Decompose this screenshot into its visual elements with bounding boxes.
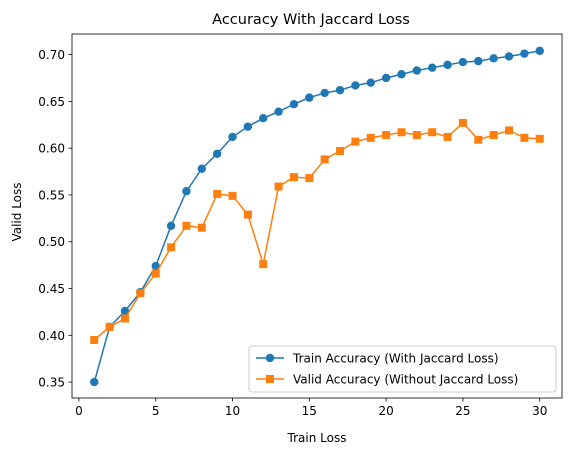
data-point [212,149,222,158]
x-tick-label: 0 [75,404,83,418]
data-point [504,52,514,61]
chart-title: Accuracy With Jaccard Loss [212,12,410,28]
data-point [228,132,237,142]
data-point [535,134,544,143]
data-point [443,132,452,141]
data-point [274,107,283,116]
data-point [289,173,298,182]
legend-entry: Train Accuracy (With Jaccard Loss) [256,352,499,366]
data-point [228,191,237,200]
data-point [505,126,514,135]
x-tick-label: 5 [152,404,160,418]
y-axis-label: Valid Loss [10,182,24,241]
series-layer [90,46,544,387]
y-tick-label: 0.40 [38,329,65,343]
data-point [474,135,483,144]
data-point [213,190,222,199]
data-point [320,88,329,98]
series-line [93,121,540,341]
legend-marker [266,375,274,383]
data-point [305,174,314,183]
y-tick-label: 0.50 [38,235,65,249]
y-tick-label: 0.45 [38,282,65,296]
data-point [167,243,176,252]
legend-marker [265,353,275,363]
data-point [197,223,206,232]
legend-entry: Valid Accuracy (Without Jaccard Loss) [256,373,518,387]
x-tick-label: 25 [455,404,470,418]
series-line [93,50,540,383]
data-point [305,93,314,102]
data-point [197,164,206,173]
data-point [243,210,252,219]
data-point [443,60,452,70]
data-point [151,261,160,271]
x-axis-label: Train Loss [287,431,347,445]
series-1 [90,46,544,387]
data-point [366,78,375,87]
y-tick-label: 0.35 [38,376,65,390]
data-point [182,187,191,196]
data-point [259,114,268,123]
x-tick-label: 30 [532,404,547,418]
plot-area [71,33,563,399]
data-point [335,85,345,95]
data-point [274,182,283,191]
data-point [520,49,529,58]
data-point [366,133,375,142]
data-point [382,131,391,140]
data-point [489,131,498,140]
data-point [397,70,406,79]
y-tick-label: 0.60 [38,142,65,156]
data-point [136,289,145,298]
x-tick-label: 20 [378,404,393,418]
data-point [381,73,391,83]
data-point [120,306,130,316]
legend-label: Train Accuracy (With Jaccard Loss) [292,352,499,366]
series-2 [90,118,544,344]
data-point [243,122,253,131]
data-point [90,335,99,344]
plot-frame [71,33,563,399]
data-point [489,54,498,63]
data-point [105,322,114,331]
data-point [336,146,345,155]
data-point [182,221,191,230]
legend: Train Accuracy (With Jaccard Loss) Valid … [248,345,557,393]
legend-frame [248,345,557,393]
data-point [120,314,129,323]
data-point [535,46,544,56]
data-point [474,56,483,66]
data-point [428,128,437,137]
y-tick-label: 0.55 [38,188,65,202]
data-point [151,269,160,278]
data-point [412,131,421,140]
data-point [428,63,437,72]
data-point [412,66,422,75]
y-axis: 0.35 0.40 0.45 0.50 0.55 0.60 0.65 0.70 [38,48,72,390]
y-tick-label: 0.65 [38,95,65,109]
x-tick-label: 15 [302,404,317,418]
data-point [90,377,99,387]
data-point [458,57,468,67]
data-point [351,81,360,90]
data-point [458,118,467,127]
data-point [320,155,329,164]
data-point [351,137,360,146]
data-point [259,260,268,269]
x-axis: 0 5 10 15 20 25 30 [75,398,547,418]
legend-label: Valid Accuracy (Without Jaccard Loss) [293,373,518,387]
data-point [397,128,406,137]
data-point [166,221,176,231]
data-point [289,99,299,109]
x-tick-label: 10 [225,404,240,418]
y-tick-label: 0.70 [38,48,65,62]
data-point [520,133,529,142]
